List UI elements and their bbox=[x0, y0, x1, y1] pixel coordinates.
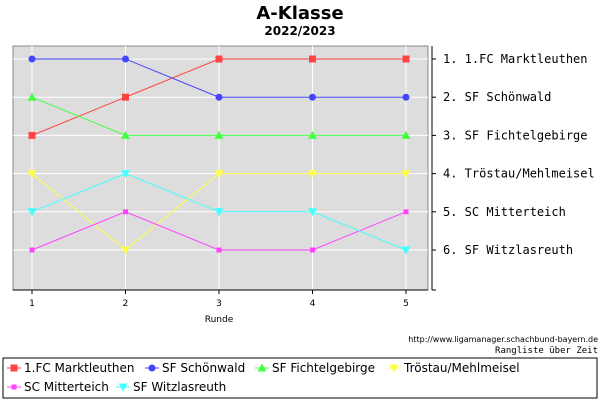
legend-box bbox=[2, 357, 598, 399]
series-sc-mitterteich bbox=[29, 209, 409, 253]
data-point bbox=[402, 93, 410, 101]
data-point bbox=[121, 170, 130, 179]
data-point bbox=[123, 209, 128, 215]
series-layer bbox=[27, 55, 411, 255]
legend-label: SC Mitterteich bbox=[24, 380, 109, 394]
data-point bbox=[28, 131, 36, 139]
data-point bbox=[215, 93, 223, 101]
data-point bbox=[309, 55, 316, 63]
data-point bbox=[401, 170, 411, 179]
rank-label: 3. SF Fichtelgebirge bbox=[443, 128, 588, 142]
data-point bbox=[308, 130, 317, 139]
x-tick-label: 4 bbox=[310, 299, 316, 309]
legend-label: SF Witzlasreuth bbox=[133, 380, 226, 394]
data-point bbox=[308, 170, 317, 179]
legend-marker bbox=[257, 363, 267, 372]
data-point bbox=[121, 130, 130, 139]
data-point bbox=[216, 247, 222, 253]
rank-label: 5. SC Mitterteich bbox=[443, 205, 566, 219]
legend-marker bbox=[10, 364, 18, 372]
data-point bbox=[122, 93, 129, 101]
legend-item: SF Witzlasreuth bbox=[116, 380, 226, 394]
rank-label: 1. 1.FC Marktleuthen bbox=[443, 52, 588, 66]
data-point bbox=[308, 208, 317, 217]
x-tick-label: 1 bbox=[29, 299, 35, 309]
data-point bbox=[214, 170, 224, 179]
data-point bbox=[310, 247, 315, 253]
x-tick-label: 3 bbox=[216, 299, 222, 309]
data-point bbox=[29, 247, 35, 253]
legend-item: 1.FC Marktleuthen bbox=[7, 361, 134, 375]
rank-label: 4. Tröstau/Mehlmeisel bbox=[443, 167, 595, 181]
data-point bbox=[403, 209, 409, 215]
data-point bbox=[27, 170, 37, 179]
plot-area bbox=[12, 45, 429, 291]
rank-label: 6. SF Witzlasreuth bbox=[443, 243, 573, 257]
x-axis-label: Runde bbox=[205, 315, 234, 325]
axes: 1 2 3 4 5 bbox=[13, 46, 436, 309]
rank-labels: 1. 1.FC Marktleuthen 2. SF Schönwald 3. SF… bbox=[443, 52, 595, 257]
data-point bbox=[28, 55, 36, 63]
legend-marker bbox=[118, 383, 128, 392]
series-sf-sch-nwald bbox=[28, 55, 410, 101]
legend-item: SF Fichtelgebirge bbox=[255, 361, 375, 375]
data-point bbox=[401, 130, 411, 139]
legend-item: SC Mitterteich bbox=[7, 380, 109, 394]
legend-item: Tröstau/Mehlmeisel bbox=[387, 361, 520, 375]
legend-marker bbox=[148, 364, 156, 372]
x-tick-label: 5 bbox=[403, 299, 409, 309]
legend-label: SF Schönwald bbox=[162, 361, 245, 375]
x-tick-label: 2 bbox=[123, 299, 129, 309]
legend: 1.FC Marktleuthen SF Schönwald SF Fichtelg… bbox=[7, 361, 520, 394]
data-point bbox=[309, 93, 316, 101]
data-point bbox=[214, 130, 224, 139]
chart-subtitle: 2022/2023 bbox=[264, 24, 335, 38]
data-point bbox=[401, 246, 411, 255]
rank-label: 2. SF Schönwald bbox=[443, 90, 551, 104]
legend-marker bbox=[11, 384, 17, 390]
series-sf-witzlasreuth bbox=[27, 170, 411, 255]
chart-title: A-Klasse bbox=[256, 3, 343, 24]
caption: Rangliste über Zeit bbox=[495, 346, 598, 356]
data-point bbox=[122, 55, 129, 63]
data-point bbox=[402, 55, 410, 63]
source-url: http://www.ligamanager.schachbund-bayern… bbox=[408, 335, 598, 344]
data-point bbox=[27, 92, 37, 101]
series-sf-fichtelgebirge bbox=[27, 92, 411, 139]
legend-label: Tröstau/Mehlmeisel bbox=[403, 361, 520, 375]
data-point bbox=[27, 208, 37, 217]
series-1-fc-marktleuthen bbox=[28, 55, 410, 139]
legend-label: SF Fichtelgebirge bbox=[272, 361, 375, 375]
legend-marker bbox=[389, 364, 399, 373]
data-point bbox=[121, 246, 130, 255]
legend-item: SF Schönwald bbox=[145, 361, 245, 375]
legend-label: 1.FC Marktleuthen bbox=[24, 361, 134, 375]
data-point bbox=[215, 55, 223, 63]
data-point bbox=[214, 208, 224, 217]
